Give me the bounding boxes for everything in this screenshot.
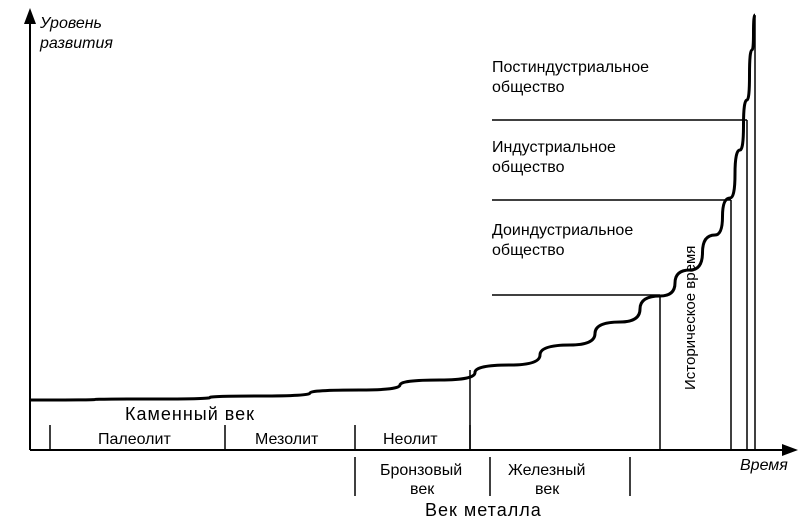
society-label-1-line2: общество — [492, 159, 565, 176]
metal-label-1-line2: век — [535, 481, 560, 498]
x-axis-title: Время — [740, 457, 788, 474]
stone-age-section: Каменный век Палеолит Мезолит Неолит — [50, 404, 470, 450]
metal-label-0-line2: век — [410, 481, 435, 498]
stone-label-0: Палеолит — [98, 431, 171, 448]
development-chart: Уровень развития Время Постиндустриально… — [0, 0, 807, 523]
society-label-2-line2: общество — [492, 242, 565, 259]
stone-age-title: Каменный век — [125, 404, 255, 424]
metal-label-1-line1: Железный — [508, 462, 585, 479]
y-axis-title-1: Уровень — [39, 15, 102, 32]
vertical-lines — [660, 15, 755, 450]
stone-label-1: Мезолит — [255, 431, 319, 448]
x-axis-arrow — [782, 444, 798, 456]
y-axis-arrow — [24, 8, 36, 24]
stone-label-2: Неолит — [383, 431, 438, 448]
society-label-0-line2: общество — [492, 79, 565, 96]
metal-label-0-line1: Бронзовый — [380, 462, 462, 479]
society-label-2-line1: Доиндустриальное — [492, 222, 633, 239]
society-label-0-line1: Постиндустриальное — [492, 59, 649, 76]
chart-container: Уровень развития Время Постиндустриально… — [0, 0, 807, 523]
society-label-1-line1: Индустриальное — [492, 139, 616, 156]
y-axis-title-2: развития — [39, 35, 113, 52]
historical-time-label: Историческое время — [682, 246, 699, 390]
society-labels: Постиндустриальное общество Индустриальное… — [492, 59, 747, 295]
metal-age-title: Век металла — [425, 500, 542, 520]
metal-age-section: Век металла Бронзовый век Железный век — [355, 457, 630, 520]
